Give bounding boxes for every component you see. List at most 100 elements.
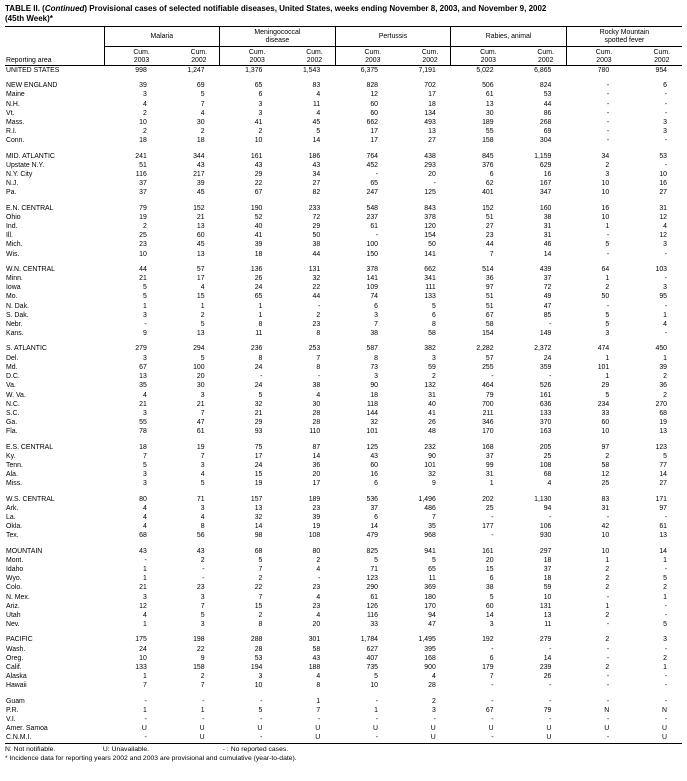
value-cell: 2	[258, 575, 263, 583]
value-cell: -	[606, 697, 610, 705]
value-cell: -	[606, 91, 610, 99]
value-cell: 77	[659, 461, 667, 469]
value-cell: 49	[543, 293, 552, 301]
col-header-rmsf-cum-2002: Cum. 2002	[624, 46, 682, 66]
value-cell: 3	[663, 119, 667, 127]
table-row: Okla. 4 8 14 19 14 35 177 106 42 61	[5, 522, 682, 531]
value-cell: 2	[316, 311, 321, 319]
value-cell: 341	[424, 275, 436, 283]
value-cell: 10	[601, 547, 610, 555]
table-row: S. Dak. 3 2 1 2 3 6 67 85 5 1	[5, 311, 682, 320]
value-cell: 24	[254, 461, 263, 469]
value-cell: 8	[431, 321, 436, 329]
value-cell: 39	[254, 241, 263, 249]
value-cell: 38	[485, 584, 494, 592]
value-cell: 11	[255, 330, 263, 338]
value-cell: 17	[196, 275, 205, 283]
table-row: Nev. 1 3 8 20 33 47 3 11 - 5	[5, 620, 682, 629]
value-cell: 24	[254, 284, 263, 292]
value-cell: 71	[196, 495, 205, 503]
reporting-area-cell: W.S. CENTRAL	[6, 495, 55, 503]
value-cell: 464	[482, 382, 494, 390]
value-cell: 58	[428, 330, 436, 338]
reporting-area-cell: N.C.	[6, 400, 20, 408]
footnotes: N: Not notifiable. U: Unavailable. - : N…	[5, 745, 682, 763]
value-cell: 954	[655, 67, 668, 74]
value-cell: 43	[370, 452, 378, 460]
value-cell: 4	[200, 513, 205, 521]
value-cell: 2	[605, 611, 610, 619]
value-cell: -	[664, 250, 667, 258]
value-cell: 8	[258, 321, 263, 329]
value-cell: 97	[601, 443, 610, 451]
table-row: Wash. 24 22 28 58 627 395 - - - -	[5, 645, 682, 654]
value-cell: 152	[193, 204, 205, 212]
value-cell: 65	[428, 565, 436, 573]
table-row: Hawaii 7 7 10 8 10 28 - - - -	[5, 681, 682, 690]
value-cell: 168	[482, 443, 494, 451]
value-cell: -	[491, 716, 494, 723]
value-cell: 5	[374, 673, 378, 681]
value-cell: 55	[139, 419, 147, 427]
value-cell: 186	[308, 152, 321, 160]
value-cell: 548	[366, 204, 378, 212]
value-cell: 1	[142, 575, 147, 583]
value-cell: 4	[316, 565, 321, 573]
value-cell: 21	[139, 400, 147, 408]
value-cell: 3	[605, 171, 610, 179]
value-cell: 14	[312, 137, 321, 145]
value-cell: 293	[424, 161, 436, 169]
reporting-area-header: Reporting area	[5, 26, 104, 66]
value-cell: 1	[663, 311, 667, 319]
value-cell: 26	[543, 673, 552, 681]
value-cell: 824	[539, 82, 552, 90]
value-cell: 58	[601, 461, 610, 469]
value-cell: -	[664, 161, 667, 169]
value-cell: 31	[601, 504, 610, 512]
column-group-rabies-animal: Rabies, animal	[450, 26, 567, 47]
value-cell: 13	[196, 223, 205, 231]
table-row: N.J. 37 39 22 27 65 - 62 167 10 16	[5, 179, 682, 188]
value-cell: 118	[366, 400, 378, 408]
value-cell: -	[491, 645, 494, 653]
value-cell: 12	[659, 213, 667, 221]
table-row: Ariz. 12 7 15 23 126 170 60 131 1 -	[5, 602, 682, 611]
value-cell: U	[430, 734, 436, 742]
value-cell: 39	[139, 82, 147, 90]
value-cell: 23	[312, 504, 321, 512]
value-cell: 68	[659, 409, 667, 417]
value-cell: 13	[659, 428, 667, 436]
value-cell: 378	[424, 213, 436, 221]
table-row: Fla. 78 61 93 110 101 48 170 163 10 13	[5, 427, 682, 436]
value-cell: 3	[142, 480, 147, 488]
reporting-area-cell: Tex.	[6, 532, 19, 540]
value-cell: -	[317, 302, 321, 310]
value-cell: 11	[313, 100, 321, 108]
value-cell: 27	[659, 480, 667, 488]
value-cell: 1	[142, 565, 147, 573]
value-cell: -	[144, 697, 147, 705]
value-cell: -	[144, 321, 147, 329]
value-cell: 241	[135, 152, 147, 160]
value-cell: -	[606, 621, 610, 629]
value-cell: -	[664, 697, 667, 705]
value-cell: U	[141, 725, 147, 733]
table-row: Ohio 19 21 52 72 237 378 51 38 10 12	[5, 213, 682, 222]
value-cell: 6	[374, 513, 378, 521]
value-cell: 10	[601, 180, 610, 188]
reporting-area-cell: W.N. CENTRAL	[6, 265, 56, 273]
value-cell: 97	[485, 284, 494, 292]
column-group-rmsf: Rocky Mountain spotted fever	[565, 26, 682, 47]
value-cell: 10	[659, 171, 667, 179]
value-cell: 304	[539, 137, 552, 145]
value-cell: 536	[366, 495, 378, 503]
value-cell: 189	[482, 119, 494, 127]
col-header-rabies-cum-2003: Cum. 2003	[450, 46, 509, 66]
value-cell: N	[662, 706, 667, 714]
value-cell: 131	[308, 265, 321, 273]
value-cell: 168	[424, 654, 436, 662]
reporting-area-cell: E.N. CENTRAL	[6, 204, 54, 212]
value-cell: 376	[482, 161, 494, 169]
value-cell: 3	[200, 593, 205, 601]
value-cell: -	[606, 100, 610, 108]
